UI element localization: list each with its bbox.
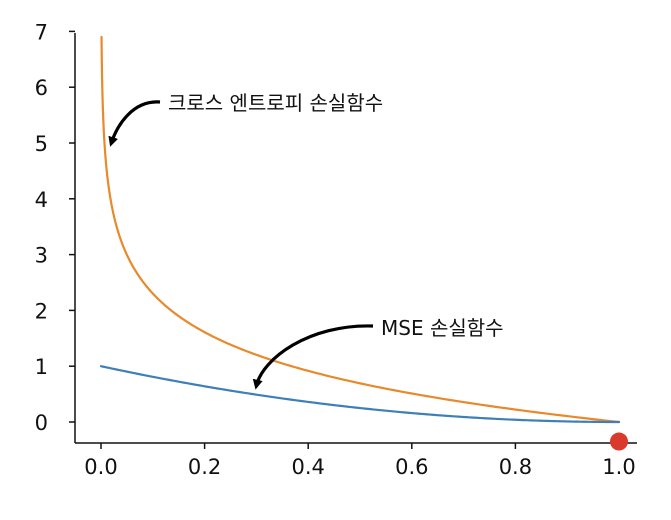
x-tick-label: 0.2 — [188, 455, 221, 479]
y-tick-label: 5 — [35, 132, 48, 156]
annotation-arrow — [108, 100, 161, 147]
y-tick-label: 2 — [35, 299, 48, 323]
x-tick-label: 1.0 — [602, 455, 635, 479]
y-tick-label: 7 — [35, 20, 48, 44]
series-layer — [99, 35, 621, 424]
y-tick-label: 3 — [35, 244, 48, 268]
annotation-label: 크로스 엔트로피 손실함수 — [168, 91, 383, 115]
x-tick-label: 0.0 — [84, 455, 117, 479]
y-tick-label: 6 — [35, 76, 48, 100]
annotation-label: MSE 손실함수 — [381, 316, 504, 340]
x-tick-label: 0.6 — [395, 455, 428, 479]
axes — [74, 33, 637, 444]
y-tick-label: 4 — [35, 188, 48, 212]
annotation-arrow — [252, 324, 374, 390]
y-tick-label: 0 — [35, 411, 48, 435]
target-point-marker — [610, 432, 628, 451]
series-line-1 — [99, 365, 621, 424]
y-tick-label: 1 — [35, 355, 48, 379]
x-ticks: 0.0 0.2 0.4 0.6 0.8 1.0 — [84, 443, 636, 479]
x-tick-label: 0.8 — [499, 455, 532, 479]
annotation-layer: 크로스 엔트로피 손실함수 MSE 손실함수 — [108, 91, 628, 451]
series-line-0 — [100, 35, 621, 424]
x-tick-label: 0.4 — [291, 455, 324, 479]
y-ticks: 0 1 2 3 4 5 6 7 — [35, 20, 75, 435]
